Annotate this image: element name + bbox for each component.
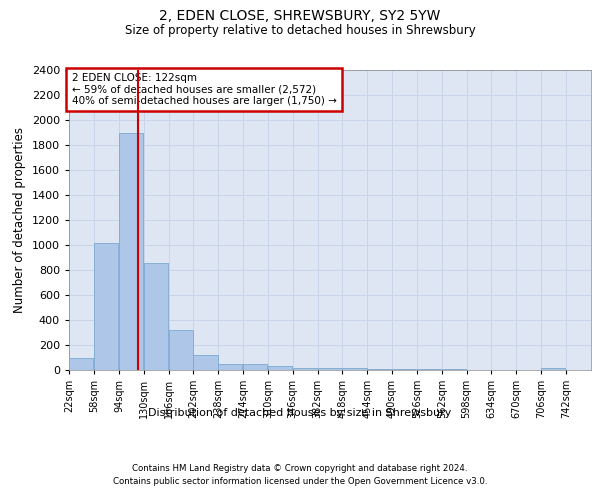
Bar [94, 242, 118, 370]
Y-axis label: Number of detached properties: Number of detached properties [13, 127, 26, 313]
Text: 2 EDEN CLOSE: 122sqm
← 59% of detached houses are smaller (2,572)
40% of semi-de: 2 EDEN CLOSE: 122sqm ← 59% of detached h… [71, 73, 337, 106]
Text: Distribution of detached houses by size in Shrewsbury: Distribution of detached houses by size … [148, 408, 452, 418]
Text: 2, EDEN CLOSE, SHREWSBURY, SY2 5YW: 2, EDEN CLOSE, SHREWSBURY, SY2 5YW [160, 9, 440, 23]
Text: Size of property relative to detached houses in Shrewsbury: Size of property relative to detached ho… [125, 24, 475, 37]
Bar [70, 358, 94, 370]
Bar [541, 368, 565, 370]
Text: Contains HM Land Registry data © Crown copyright and database right 2024.: Contains HM Land Registry data © Crown c… [132, 464, 468, 473]
Bar [268, 366, 292, 370]
Bar [144, 262, 168, 370]
Bar [293, 368, 317, 370]
Bar [119, 132, 143, 370]
Bar [243, 364, 267, 370]
Bar [343, 368, 367, 370]
Bar [317, 368, 342, 370]
Bar [367, 369, 391, 370]
Bar [193, 355, 218, 370]
Text: Contains public sector information licensed under the Open Government Licence v3: Contains public sector information licen… [113, 478, 487, 486]
Bar [218, 364, 242, 370]
Bar [169, 330, 193, 370]
